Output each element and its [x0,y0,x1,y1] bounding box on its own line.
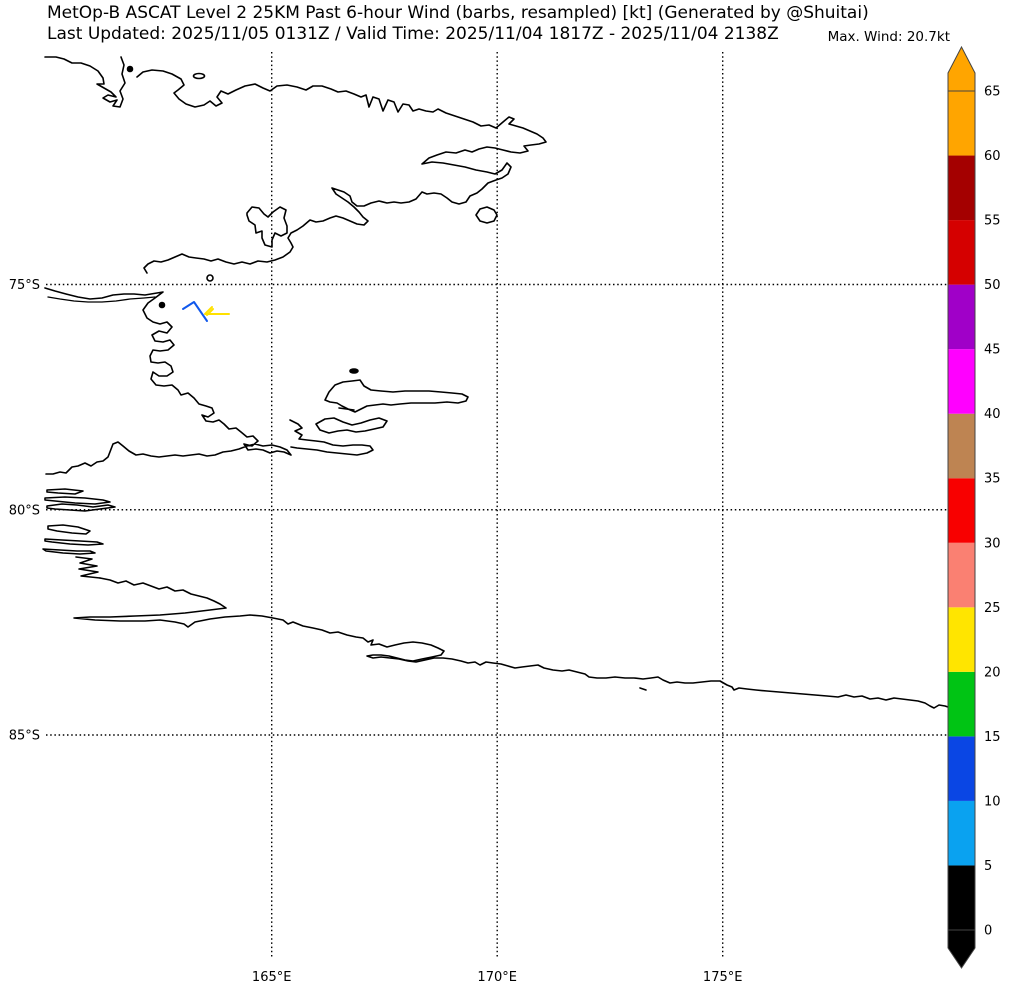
colorbar-segment-25-30 [948,542,975,608]
colorbar-outline [947,90,976,931]
coastline-ice-shelf-front [73,577,949,709]
colorbar-arrow-under [947,929,976,969]
colorbar-segment-40-45 [948,349,975,414]
lat-tick-label-75: 75°S [9,278,40,293]
axis-labels-layer: 75°S 80°S 85°S 165°E 170°E 175°E [9,278,743,985]
colorbar-segment-15-20 [948,671,975,737]
coastline-fjord-channel [246,206,288,248]
colorbar-tick-label-55: 55 [984,214,1001,229]
lon-tick-label-165: 165°E [252,970,292,985]
max-wind-label: Max. Wind: 20.7kt [827,29,950,45]
colorbar-tick-label-45: 45 [984,343,1001,358]
gridlines-layer [46,52,947,958]
colorbar: 0 5 10 15 20 25 30 35 40 45 50 55 60 65 [947,45,1001,969]
colorbar-tick-label-35: 35 [984,472,1001,487]
lat-tick-label-80: 80°S [9,503,40,518]
lon-tick-label-170: 170°E [477,970,517,985]
colorbar-segment-20-25 [948,607,975,672]
coastline-west [44,287,292,475]
small-islands [126,65,647,691]
wind-barb-20-25kt [204,306,230,315]
colorbar-segment-35-40 [948,413,975,479]
colorbar-tick-label-20: 20 [984,665,1001,680]
chart-title: MetOp-B ASCAT Level 2 25KM Past 6-hour W… [47,3,869,23]
island-small-round [475,206,498,224]
islet-ribbon-1 [315,417,388,434]
colorbar-tick-label-0: 0 [984,924,992,939]
wind-barb-20-25kt [206,308,214,316]
chart-subtitle: Last Updated: 2025/11/05 0131Z / Valid T… [47,24,779,44]
colorbar-segment-30-35 [948,478,975,543]
ice-slivers-80s [42,488,116,579]
lat-tick-label-85: 85°S [9,729,40,744]
colorbar-tick-label-10: 10 [984,794,1001,809]
wind-barb-10-15kt [182,301,208,322]
colorbar-tick-label-25: 25 [984,601,1001,616]
colorbar-segment-50-55 [948,220,975,285]
colorbar-tick-label-30: 30 [984,536,1001,551]
colorbar-arrow-over [947,45,976,92]
lon-tick-label-175: 175°E [703,970,743,985]
wind-barbs-layer [182,301,230,322]
colorbar-tick-label-5: 5 [984,859,992,874]
coastline-top-left [44,56,126,108]
island-elongated [324,379,469,413]
colorbar-segment-10-15 [948,736,975,801]
colorbar-tick-label-60: 60 [984,149,1001,164]
colorbar-segment-55-60 [948,155,975,221]
coastline-west-inlet [47,296,156,303]
colorbar-segment-60-65 [948,91,975,156]
colorbar-segment-0-5 [948,865,975,930]
colorbar-tick-label-40: 40 [984,407,1001,422]
colorbar-segment-45-50 [948,284,975,350]
colorbar-tick-label-65: 65 [984,85,1001,100]
colorbar-tick-label-50: 50 [984,278,1001,293]
colorbar-tick-label-15: 15 [984,730,1001,745]
island-elongated-mark [338,407,355,411]
islet-ribbon-2 [289,419,374,456]
colorbar-segment-5-10 [948,800,975,866]
coastline-north [136,69,547,274]
coastline-layer [42,56,949,709]
